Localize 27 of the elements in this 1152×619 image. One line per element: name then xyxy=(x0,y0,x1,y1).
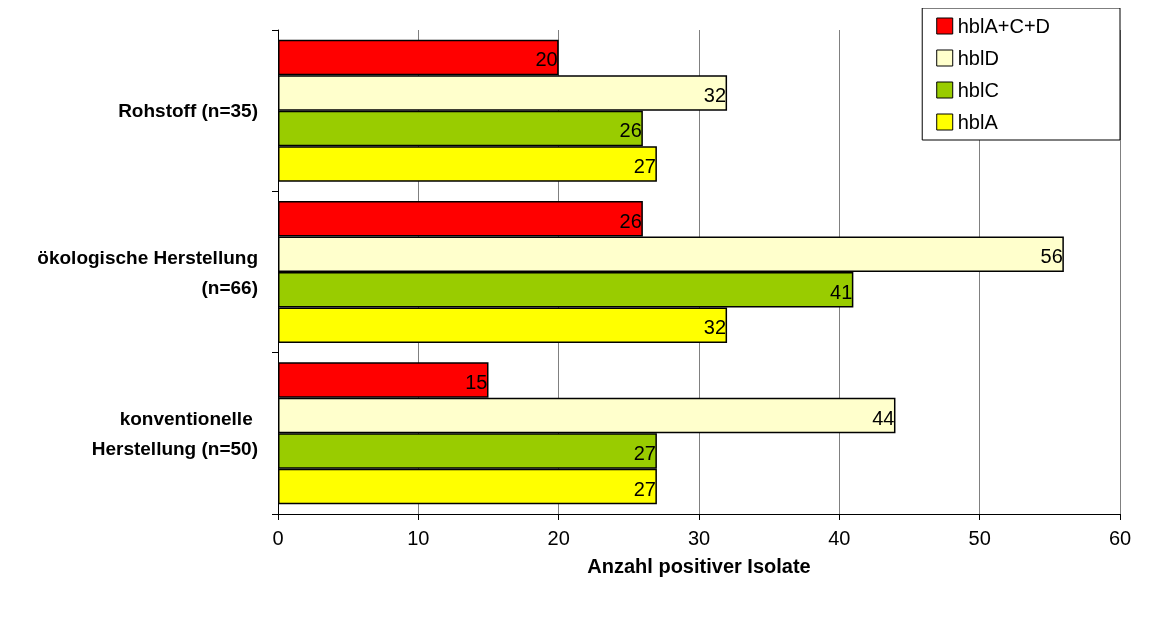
x-tick-label: 20 xyxy=(547,527,570,549)
data-label: 56 xyxy=(1040,245,1063,268)
data-label: 44 xyxy=(872,406,895,429)
x-tick-label: 50 xyxy=(968,527,991,549)
y-tick-label: konventionelle Herstellung (n=50) xyxy=(91,407,258,459)
legend-label: hblA+C+D xyxy=(957,15,1051,37)
legend-label: hblA xyxy=(957,111,999,133)
data-label: 26 xyxy=(619,209,642,232)
y-tick-label: Rohstoff (n=35) xyxy=(118,100,258,122)
legend-label: hblD xyxy=(957,47,999,69)
x-tick-label: 30 xyxy=(687,527,711,549)
data-label: 20 xyxy=(535,48,558,71)
data-label: 15 xyxy=(465,371,488,394)
y-tick-label: ökologische Herstellung (n=66) xyxy=(37,246,258,298)
data-label: 27 xyxy=(633,477,656,500)
data-label: 27 xyxy=(633,442,656,465)
data-label: 26 xyxy=(619,119,642,142)
data-label: 32 xyxy=(703,83,727,106)
legend-label: hblC xyxy=(957,79,999,101)
x-tick-label: 0 xyxy=(272,527,284,549)
x-tick-label: 10 xyxy=(407,527,430,549)
data-label: 27 xyxy=(633,154,656,177)
x-tick-label: 40 xyxy=(828,527,851,549)
data-label: 32 xyxy=(703,316,727,339)
x-tick-label: 60 xyxy=(1108,527,1132,549)
data-label: 41 xyxy=(830,280,853,303)
x-axis-title: Anzahl positiver Isolate xyxy=(587,555,811,577)
